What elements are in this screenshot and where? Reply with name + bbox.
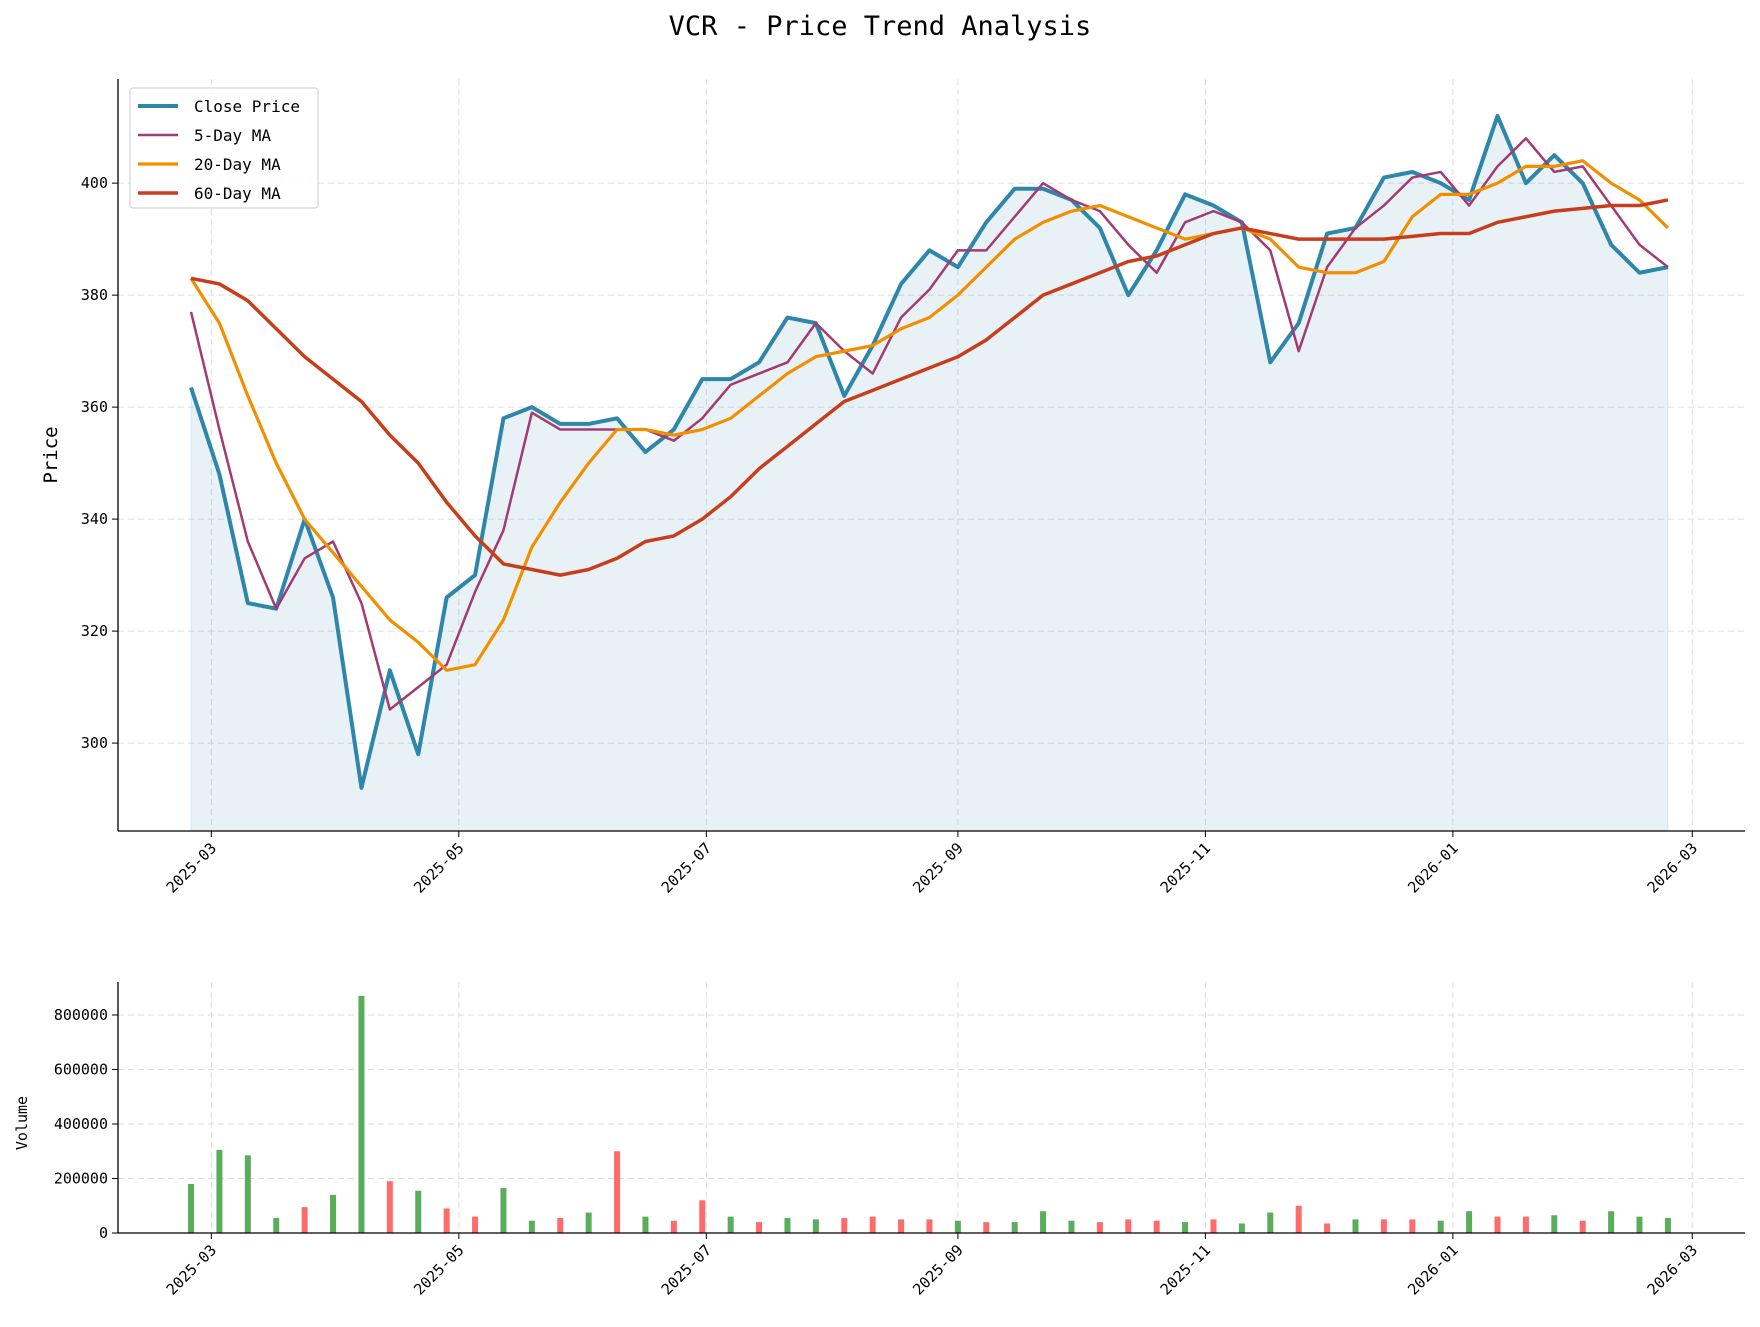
volume-bar xyxy=(1324,1223,1331,1233)
volume-bar xyxy=(244,1155,251,1233)
volume-bar xyxy=(358,995,365,1233)
volume-bar xyxy=(1153,1220,1160,1233)
price-grid xyxy=(118,79,1745,831)
volume-bar xyxy=(1096,1222,1103,1233)
volume-bar xyxy=(670,1220,677,1233)
volume-bar xyxy=(1636,1216,1643,1233)
volume-bar xyxy=(585,1212,592,1233)
volume-bar xyxy=(1011,1222,1018,1233)
volume-y-tick-label: 600000 xyxy=(54,1060,108,1078)
volume-bar xyxy=(756,1222,763,1233)
volume-bar xyxy=(1380,1219,1387,1233)
volume-x-tick-label: 2025-11 xyxy=(1157,1241,1214,1298)
price-y-tick-label: 400 xyxy=(81,174,108,192)
price-x-tick-label: 2025-07 xyxy=(658,839,715,896)
price-y-tick-label: 340 xyxy=(81,510,108,528)
volume-bar xyxy=(1295,1205,1302,1233)
volume-bar xyxy=(1182,1222,1189,1233)
price-x-tick-label: 2025-11 xyxy=(1157,839,1214,896)
volume-bar xyxy=(557,1218,564,1233)
volume-bar xyxy=(1040,1211,1047,1233)
volume-bar xyxy=(500,1188,507,1233)
volume-x-tick-label: 2026-03 xyxy=(1644,1241,1701,1298)
volume-bar xyxy=(642,1216,649,1233)
volume-bar xyxy=(898,1219,905,1233)
volume-y-tick-label: 400000 xyxy=(54,1115,108,1133)
volume-x-tick-label: 2025-03 xyxy=(163,1241,220,1298)
volume-bar xyxy=(188,1183,195,1233)
volume-y-tick-label: 200000 xyxy=(54,1169,108,1187)
volume-bar xyxy=(983,1222,990,1233)
volume-bar xyxy=(1437,1220,1444,1233)
volume-bar xyxy=(1210,1219,1217,1233)
volume-y-tick-label: 800000 xyxy=(54,1006,108,1024)
volume-bar xyxy=(216,1149,223,1233)
price-y-tick-label: 300 xyxy=(81,734,108,752)
price-x-tick-label: 2025-05 xyxy=(410,839,467,896)
price-x-tick-label: 2026-03 xyxy=(1644,839,1701,896)
legend-label: 20-Day MA xyxy=(194,155,281,174)
chart-title: VCR - Price Trend Analysis xyxy=(669,11,1092,42)
volume-bar xyxy=(1494,1216,1501,1233)
volume-bar xyxy=(1551,1215,1558,1233)
volume-bar xyxy=(386,1181,393,1233)
volume-bar xyxy=(301,1207,308,1233)
legend-label: 60-Day MA xyxy=(194,184,281,203)
volume-x-tick-label: 2025-05 xyxy=(410,1241,467,1298)
volume-bar xyxy=(1068,1220,1075,1233)
price-plot xyxy=(189,113,1670,832)
price-x-tick-label: 2026-01 xyxy=(1404,839,1461,896)
price-y-tick-label: 360 xyxy=(81,398,108,416)
volume-bar xyxy=(1579,1220,1586,1233)
volume-bar xyxy=(1522,1216,1529,1233)
close-price-area xyxy=(190,114,1669,832)
legend-label: 5-Day MA xyxy=(194,126,271,145)
volume-bar xyxy=(1352,1219,1359,1233)
price-x-tick-label: 2025-09 xyxy=(909,839,966,896)
price-x-tick-label: 2025-03 xyxy=(163,839,220,896)
volume-bar xyxy=(1608,1211,1615,1233)
volume-y-tick-label: 0 xyxy=(99,1224,108,1242)
volume-x-tick-label: 2025-07 xyxy=(658,1241,715,1298)
volume-bar xyxy=(1125,1219,1132,1233)
price-y-tick-label: 320 xyxy=(81,622,108,640)
volume-x-tick-label: 2025-09 xyxy=(909,1241,966,1298)
volume-bar xyxy=(699,1200,706,1233)
legend: Close Price 5-Day MA 20-Day MA 60-Day MA xyxy=(129,87,319,209)
volume-bar xyxy=(273,1218,280,1233)
volume-bar xyxy=(784,1218,791,1233)
volume-bar xyxy=(812,1219,819,1233)
volume-bar xyxy=(443,1208,450,1233)
volume-bar xyxy=(1238,1223,1245,1233)
volume-bar xyxy=(841,1218,848,1233)
volume-bar xyxy=(727,1216,734,1233)
legend-box xyxy=(129,87,319,209)
volume-bar xyxy=(869,1216,876,1233)
volume-bar xyxy=(472,1216,479,1233)
volume-bar xyxy=(1664,1218,1671,1233)
volume-bar xyxy=(528,1220,535,1233)
volume-x-tick-label: 2026-01 xyxy=(1404,1241,1461,1298)
price-y-tick-label: 380 xyxy=(81,286,108,304)
legend-label: Close Price xyxy=(194,97,300,116)
volume-bar xyxy=(614,1151,621,1233)
volume-bar xyxy=(954,1220,961,1233)
volume-bar xyxy=(1409,1219,1416,1233)
volume-bar xyxy=(415,1190,422,1233)
volume-bar xyxy=(1267,1212,1274,1233)
price-axis-label: Price xyxy=(40,426,62,483)
volume-bar xyxy=(330,1194,337,1233)
volume-bar xyxy=(1466,1211,1473,1233)
volume-axis-label: Volume xyxy=(13,1096,31,1150)
volume-bar xyxy=(926,1219,933,1233)
volume-plot xyxy=(188,995,1671,1233)
